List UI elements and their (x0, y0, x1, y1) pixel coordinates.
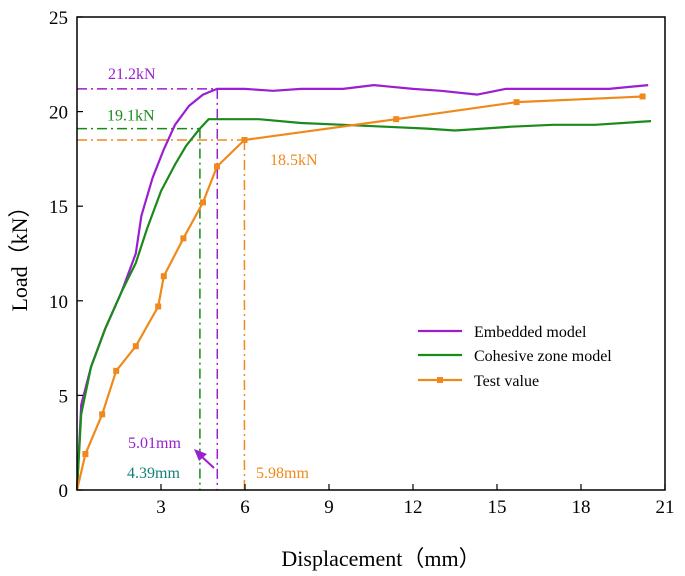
data-point-marker (113, 367, 120, 374)
x-tick-label: 3 (156, 497, 166, 518)
y-axis-title: Load（kN） (7, 195, 32, 311)
legend-label: Embedded model (474, 324, 587, 341)
legend-swatch-marker (437, 377, 443, 383)
data-point-marker (200, 199, 206, 206)
annotation-label: 19.1kN (107, 108, 155, 125)
legend-label: Cohesive zone model (474, 348, 612, 365)
data-point-marker (180, 235, 187, 242)
annotation-label: 18.5kN (270, 152, 318, 169)
series-line-cohesive-zone-model (75, 118, 652, 491)
data-point-marker (155, 303, 162, 310)
y-tick-label: 0 (59, 481, 69, 502)
annotation-label: 5.01mm (128, 435, 181, 452)
annotation-label: 5.98mm (256, 465, 309, 482)
data-point-marker (214, 163, 220, 170)
x-tick-label: 6 (240, 497, 250, 518)
y-tick-label: 10 (49, 292, 68, 313)
y-tick-label: 5 (59, 386, 69, 407)
y-tick-label: 20 (49, 103, 68, 124)
y-tick-label: 15 (49, 197, 68, 218)
legend-label: Test value (474, 373, 539, 390)
data-point-marker (241, 136, 248, 143)
annotation-label: 21.2kN (108, 66, 156, 83)
series-line-test-value (75, 95, 643, 491)
x-axis-title: Displacement（mm） (281, 546, 480, 571)
data-point-marker (393, 116, 400, 123)
data-point-marker (99, 411, 106, 418)
x-tick-label: 12 (404, 497, 423, 518)
data-point-marker (132, 343, 139, 350)
annotation-label: 4.39mm (127, 465, 180, 482)
data-point-marker (513, 99, 520, 106)
y-tick-label: 25 (49, 8, 68, 29)
x-tick-label: 21 (656, 497, 675, 518)
data-point-marker (160, 273, 167, 280)
x-tick-label: 9 (324, 497, 334, 518)
plot-frame (76, 16, 666, 491)
data-point-marker (639, 93, 646, 100)
data-point-marker (82, 451, 89, 458)
annotation-arrow-head (194, 449, 207, 461)
x-tick-label: 18 (572, 497, 591, 518)
x-tick-label: 15 (488, 497, 507, 518)
